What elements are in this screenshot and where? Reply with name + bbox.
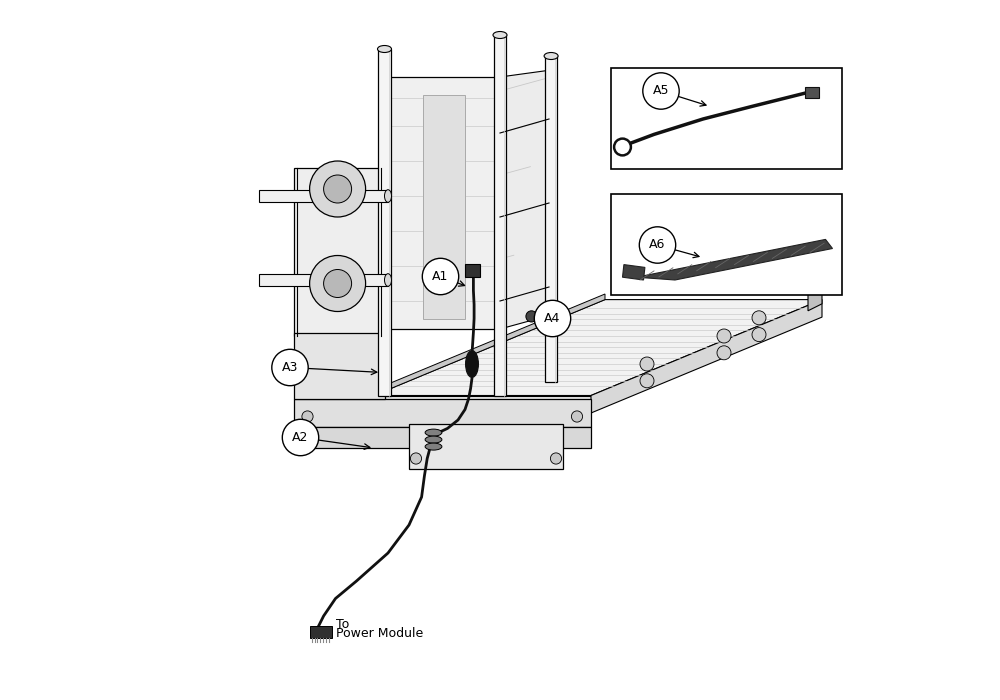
Ellipse shape: [425, 429, 442, 436]
Text: A3: A3: [282, 361, 298, 374]
Text: A6: A6: [649, 239, 666, 251]
Circle shape: [526, 311, 537, 322]
Ellipse shape: [466, 351, 478, 377]
Circle shape: [752, 311, 766, 325]
Bar: [804, 88, 818, 98]
Circle shape: [550, 453, 562, 464]
Circle shape: [643, 73, 679, 109]
Circle shape: [282, 419, 319, 456]
Polygon shape: [374, 395, 591, 413]
Bar: [611, 68, 842, 169]
Circle shape: [422, 258, 459, 295]
Bar: [310, 626, 332, 638]
Circle shape: [534, 300, 571, 337]
Ellipse shape: [425, 443, 442, 450]
Polygon shape: [637, 239, 832, 280]
Circle shape: [752, 328, 766, 342]
Polygon shape: [500, 70, 551, 329]
Circle shape: [302, 411, 313, 422]
Circle shape: [324, 270, 352, 298]
Ellipse shape: [425, 436, 442, 443]
Polygon shape: [294, 168, 384, 336]
Polygon shape: [384, 77, 500, 329]
Circle shape: [639, 227, 676, 263]
Polygon shape: [294, 427, 591, 448]
Circle shape: [614, 139, 631, 155]
Text: A5: A5: [653, 85, 669, 97]
Circle shape: [571, 411, 583, 422]
Polygon shape: [294, 399, 591, 427]
Ellipse shape: [493, 32, 507, 38]
Polygon shape: [258, 190, 388, 202]
Polygon shape: [374, 300, 822, 395]
Text: A1: A1: [432, 270, 449, 283]
Circle shape: [640, 374, 654, 388]
Text: To: To: [336, 617, 349, 631]
Circle shape: [717, 346, 731, 360]
Circle shape: [640, 357, 654, 371]
Polygon shape: [808, 280, 822, 311]
Polygon shape: [591, 300, 822, 413]
Polygon shape: [409, 424, 563, 469]
Circle shape: [310, 161, 366, 217]
Circle shape: [272, 349, 308, 386]
Ellipse shape: [385, 190, 392, 202]
Text: A4: A4: [544, 312, 561, 325]
Circle shape: [324, 175, 352, 203]
Circle shape: [310, 256, 366, 312]
Polygon shape: [378, 49, 391, 395]
Polygon shape: [294, 332, 384, 399]
Bar: [423, 94, 465, 318]
Polygon shape: [374, 294, 605, 396]
Text: Power Module: Power Module: [336, 626, 423, 640]
Circle shape: [410, 453, 422, 464]
Polygon shape: [623, 265, 645, 280]
Circle shape: [717, 329, 731, 343]
Polygon shape: [258, 274, 388, 286]
Text: A2: A2: [292, 431, 309, 444]
Bar: [465, 264, 480, 276]
Polygon shape: [545, 56, 557, 382]
Bar: [611, 194, 842, 295]
Ellipse shape: [378, 46, 392, 52]
Polygon shape: [494, 35, 506, 395]
Ellipse shape: [385, 274, 392, 286]
Ellipse shape: [544, 52, 558, 60]
